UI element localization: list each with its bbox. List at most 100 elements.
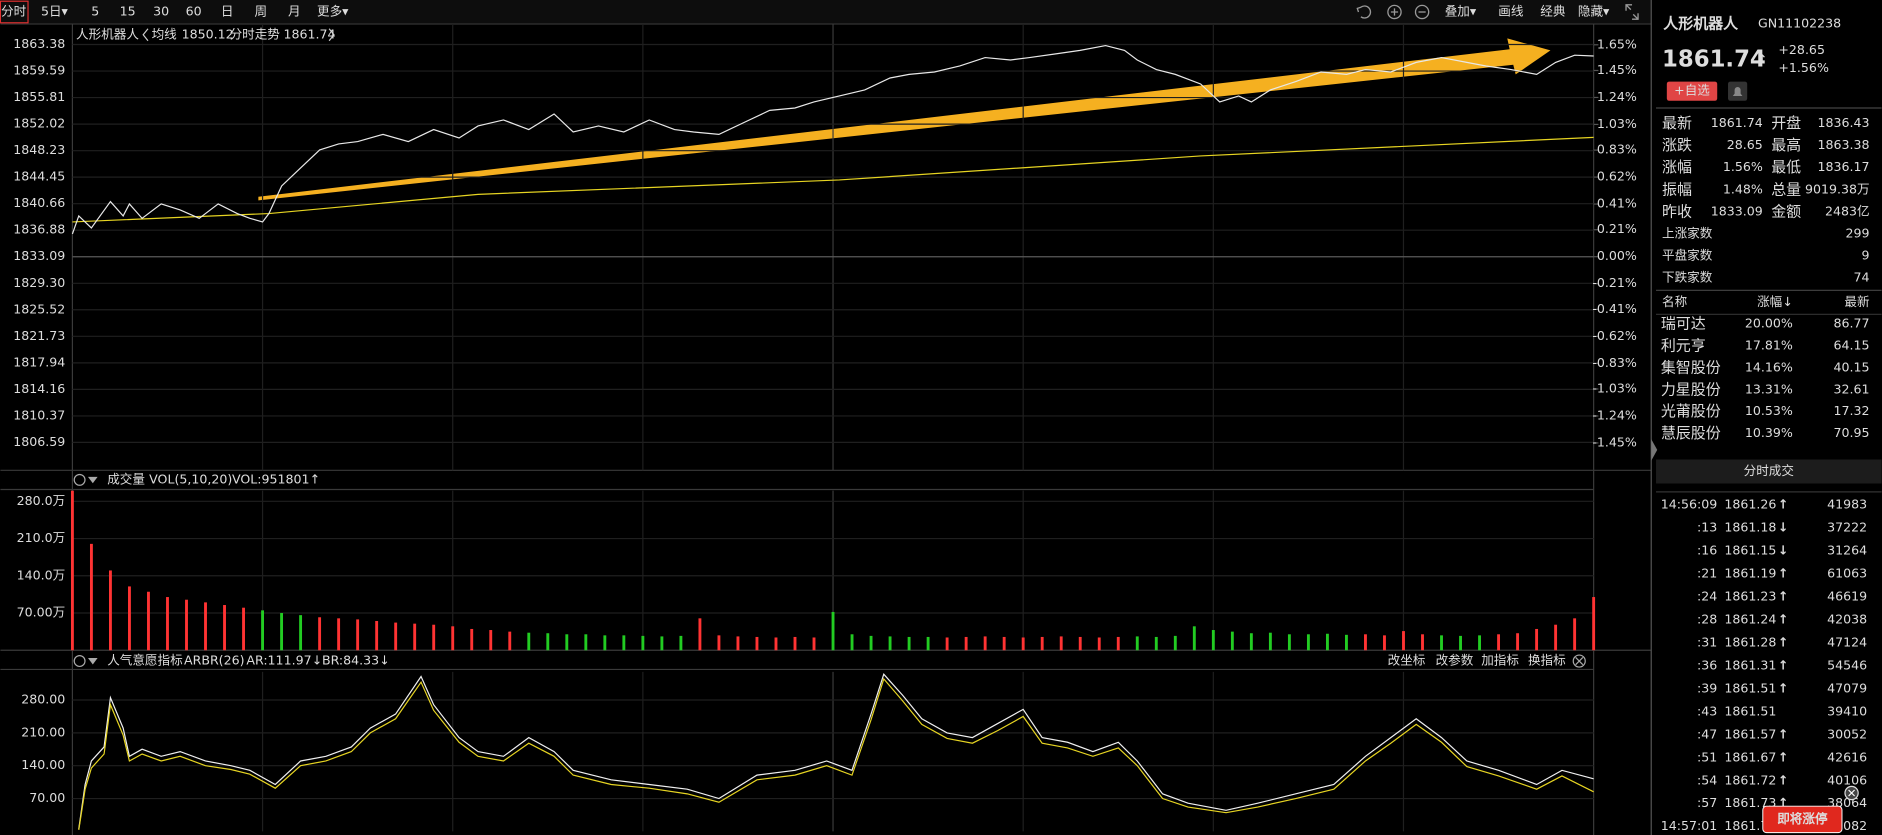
trade-volume: 47079 <box>1827 680 1867 695</box>
field-value: 2483亿 <box>1825 203 1870 218</box>
y2-tick-label: -1.45% <box>1592 434 1637 449</box>
volume-bar <box>108 570 112 651</box>
panel-toggle[interactable] <box>1651 439 1658 461</box>
stock-name[interactable]: 利元亨 <box>1661 336 1706 354</box>
tab[interactable]: 更多▾ <box>317 3 349 18</box>
series-line <box>71 44 1594 235</box>
field-label: 涨跌 <box>1662 136 1692 154</box>
stock-change: 10.39% <box>1745 425 1793 440</box>
list-header[interactable]: 名称 <box>1662 294 1688 309</box>
volume-bar <box>1383 635 1386 651</box>
list-header[interactable]: 涨幅↓ <box>1757 294 1793 309</box>
y2-tick-label: 0.21% <box>1597 221 1637 236</box>
stock-name[interactable]: 瑞可达 <box>1661 314 1706 332</box>
stock-price: 32.61 <box>1834 381 1870 396</box>
tab[interactable]: 60 <box>186 3 202 18</box>
zoom-in-icon[interactable] <box>1387 4 1402 20</box>
volume-bar <box>1364 634 1367 651</box>
tab[interactable]: 5 <box>91 3 99 18</box>
list-header[interactable]: 最新 <box>1844 294 1870 309</box>
indicator: VOL(5,10,20) <box>149 471 232 486</box>
readout: AR:111.97↓ <box>246 653 322 668</box>
indicator-button[interactable]: 加指标 <box>1481 653 1519 668</box>
tab[interactable]: 周 <box>254 3 267 18</box>
volume-bar <box>793 636 797 651</box>
tab[interactable]: 5日▾ <box>41 3 69 18</box>
y2-tick-label: -0.21% <box>1592 275 1637 290</box>
expand-icon[interactable] <box>1625 4 1639 20</box>
trade-time: :21 <box>1697 566 1717 581</box>
tool[interactable]: 画线 <box>1498 3 1524 18</box>
volume-bar <box>660 636 664 651</box>
trades-title: 分时成交 <box>1744 463 1795 478</box>
field-label: 开盘 <box>1771 114 1801 132</box>
tool[interactable]: 叠加▾ <box>1445 3 1477 18</box>
trend-arrow <box>258 38 1551 201</box>
readout: BR:84.33↓ <box>322 653 390 668</box>
toolbar-icons <box>1356 4 1639 20</box>
indicator-button[interactable]: 换指标 <box>1528 653 1566 668</box>
volume-bar <box>945 637 949 651</box>
y2-tick-label: 1.45% <box>1597 62 1637 77</box>
indicator-button[interactable]: 改坐标 <box>1388 653 1426 668</box>
volume-bar <box>1173 635 1177 651</box>
trade-direction: ↑ <box>1778 680 1789 695</box>
y-tick-label: 1810.37 <box>13 407 65 422</box>
y-tick-label: 1821.73 <box>13 328 65 343</box>
trade-volume: 41983 <box>1827 497 1867 512</box>
stock-name[interactable]: 慧辰股份 <box>1661 424 1721 442</box>
trade-direction: ↑ <box>1778 795 1789 810</box>
stock-name[interactable]: 光莆股份 <box>1661 402 1721 420</box>
limit-badge-label[interactable]: 即将涨停 <box>1777 811 1828 826</box>
y-tick-label: 1806.59 <box>13 434 65 449</box>
trade-time: :24 <box>1697 588 1717 603</box>
tool[interactable]: 经典 <box>1540 3 1566 18</box>
volume-bar <box>888 636 892 651</box>
indicator: ARBR(26) <box>184 653 245 668</box>
volume-bar <box>1078 636 1082 651</box>
tab[interactable]: 15 <box>120 3 136 18</box>
zoom-out-icon[interactable] <box>1414 4 1430 20</box>
tool[interactable]: 隐藏▾ <box>1578 3 1610 18</box>
series-line <box>78 673 1594 830</box>
volume-bar <box>698 618 702 651</box>
volume-bar <box>565 634 569 651</box>
tab[interactable]: 日 <box>221 3 234 18</box>
trade-direction: ↑ <box>1778 634 1789 649</box>
stock-name[interactable]: 力星股份 <box>1661 380 1721 398</box>
watch-button-label[interactable]: +自选 <box>1674 83 1710 98</box>
volume-bar <box>1059 636 1063 651</box>
field-value: 9019.38万 <box>1805 181 1870 196</box>
legend-name: 均线 <box>152 26 178 41</box>
tab[interactable]: 月 <box>288 3 301 18</box>
close-indicator[interactable] <box>1572 654 1586 668</box>
tab[interactable]: 分时 <box>1 3 27 18</box>
y2-tick-label: 0.83% <box>1597 142 1637 157</box>
undo-icon[interactable] <box>1356 5 1372 19</box>
y2-tick-label: 0.00% <box>1597 248 1637 263</box>
y-tick-label: 1836.88 <box>13 222 65 237</box>
trade-direction: ↓ <box>1778 520 1789 535</box>
trade-direction: ↑ <box>1778 497 1789 512</box>
volume-bar <box>1135 636 1139 651</box>
stock-name[interactable]: 集智股份 <box>1661 358 1721 376</box>
trade-direction: ↑ <box>1778 772 1789 787</box>
trade-volume: 42616 <box>1827 749 1867 764</box>
badge-close-x <box>1848 789 1856 797</box>
trade-direction: ↑ <box>1778 726 1789 741</box>
y2-tick-label: -0.41% <box>1592 301 1637 316</box>
limit-badge[interactable] <box>1762 805 1843 834</box>
tab[interactable]: 30 <box>153 3 169 18</box>
watch-button[interactable] <box>1666 81 1718 101</box>
volume-bar <box>147 591 150 651</box>
indicator-button[interactable]: 改参数 <box>1436 653 1474 668</box>
trade-volume: 47124 <box>1827 634 1867 649</box>
y-tick-label: 1852.02 <box>13 116 65 131</box>
series-line <box>72 136 1594 223</box>
volume-bar <box>1230 631 1234 651</box>
trade-price: 1861.28 <box>1724 634 1776 649</box>
trade-direction: ↑ <box>1778 588 1789 603</box>
volume-bar <box>983 636 987 651</box>
y-tick-label: 1814.16 <box>13 381 65 396</box>
